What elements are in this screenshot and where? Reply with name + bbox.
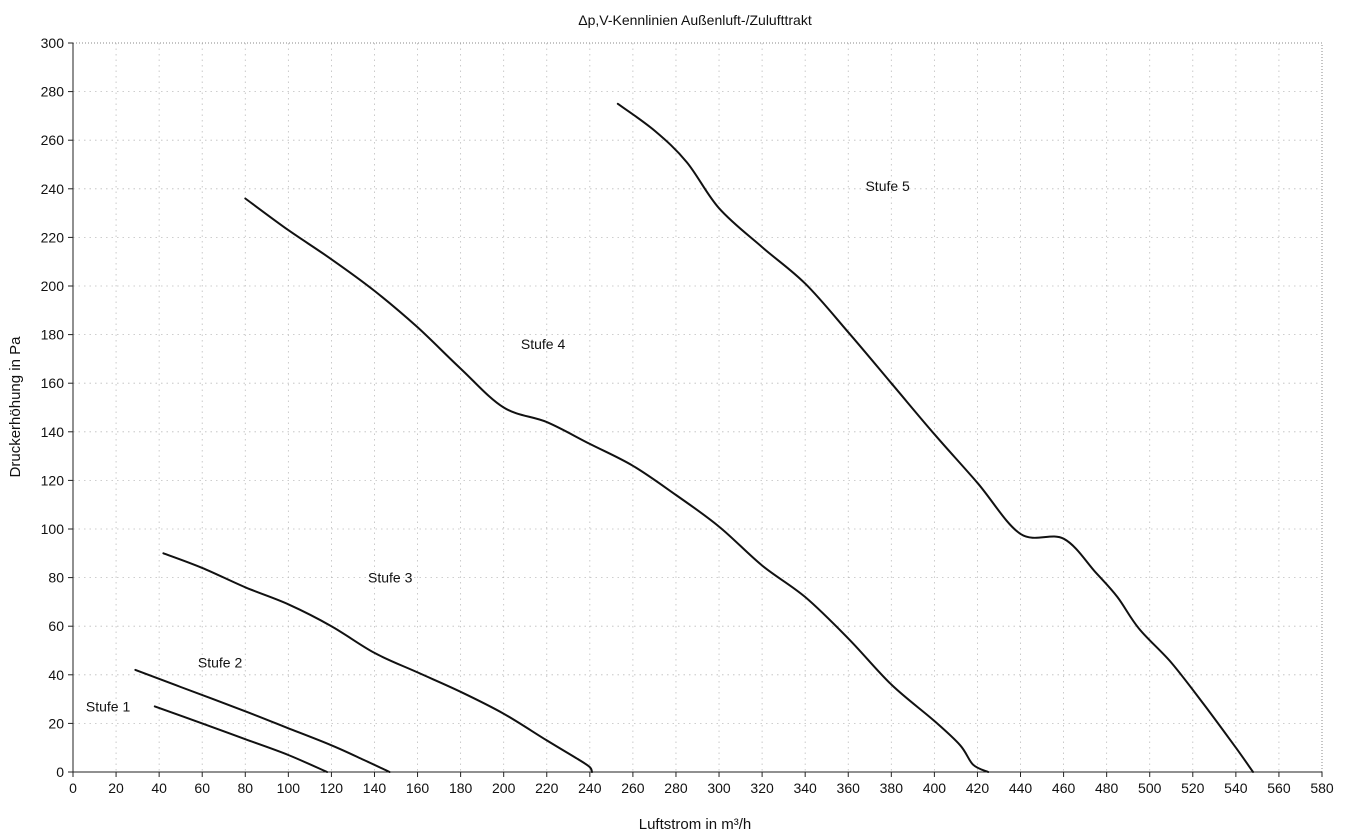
x-tick-label: 400 — [923, 780, 947, 796]
y-tick-label: 40 — [48, 667, 64, 683]
y-tick-label: 60 — [48, 618, 64, 634]
axes — [68, 42, 1323, 777]
x-tick-label: 140 — [363, 780, 387, 796]
series-line-stufe-4 — [244, 197, 990, 773]
y-tick-label: 300 — [41, 35, 65, 51]
x-tick-label: 180 — [449, 780, 473, 796]
y-tick-label: 240 — [41, 181, 65, 197]
x-tick-label: 80 — [237, 780, 253, 796]
series-line-stufe-2 — [134, 668, 391, 773]
series-label-stufe-4: Stufe 4 — [521, 336, 566, 352]
y-tick-label: 0 — [56, 764, 64, 780]
series-line-stufe-3 — [162, 552, 593, 773]
y-tick-label: 200 — [41, 278, 65, 294]
x-axis-title: Luftstrom in m³/h — [639, 816, 752, 833]
x-tick-label: 300 — [707, 780, 731, 796]
series-label-stufe-1: Stufe 1 — [86, 698, 131, 714]
x-tick-label: 100 — [277, 780, 301, 796]
y-tick-label: 280 — [41, 84, 65, 100]
x-tick-label: 280 — [664, 780, 688, 796]
chart-title: Δp,V-Kennlinien Außenluft-/Zulufttrakt — [578, 12, 812, 28]
x-tick-label: 60 — [194, 780, 210, 796]
y-tick-labels: 0 20 40 60 80 100 120 140 160 180 200 220 240 260 280 3… — [41, 35, 65, 780]
plot-frame — [72, 42, 1323, 773]
x-tick-label: 200 — [492, 780, 516, 796]
x-tick-label: 380 — [880, 780, 904, 796]
y-tick-label: 260 — [41, 132, 65, 148]
y-tick-label: 80 — [48, 570, 64, 586]
series-label-stufe-3: Stufe 3 — [368, 569, 413, 585]
x-tick-label: 580 — [1310, 780, 1334, 796]
x-tick-label: 160 — [406, 780, 430, 796]
series-line-stufe-5 — [616, 102, 1255, 773]
x-tick-labels: 0 20 40 60 80 100 120 140 160 180 200 220 240 260 280 3… — [69, 780, 1334, 796]
x-tick-label: 360 — [837, 780, 861, 796]
x-tick-label: 420 — [966, 780, 990, 796]
series-labels: Stufe 1 Stufe 2 Stufe 3 Stufe 4 Stufe 5 — [86, 178, 910, 714]
y-tick-label: 160 — [41, 375, 65, 391]
x-tick-label: 240 — [578, 780, 602, 796]
y-axis-title: Druckerhöhung in Pa — [7, 336, 24, 478]
x-tick-label: 560 — [1267, 780, 1291, 796]
x-tick-label: 260 — [621, 780, 645, 796]
x-tick-label: 520 — [1181, 780, 1205, 796]
x-tick-label: 340 — [793, 780, 817, 796]
y-tick-label: 140 — [41, 424, 65, 440]
x-tick-label: 440 — [1009, 780, 1033, 796]
x-tick-label: 480 — [1095, 780, 1119, 796]
x-tick-label: 120 — [320, 780, 344, 796]
y-tick-label: 100 — [41, 521, 65, 537]
series-label-stufe-5: Stufe 5 — [865, 178, 910, 194]
x-tick-label: 0 — [69, 780, 77, 796]
x-tick-label: 220 — [535, 780, 559, 796]
x-tick-label: 540 — [1224, 780, 1248, 796]
y-tick-label: 20 — [48, 715, 64, 731]
x-tick-label: 320 — [750, 780, 774, 796]
series-line-stufe-1 — [153, 705, 329, 773]
x-tick-label: 460 — [1052, 780, 1076, 796]
series-label-stufe-2: Stufe 2 — [198, 655, 243, 671]
series-group — [134, 102, 1255, 773]
grid — [73, 43, 1322, 772]
x-tick-label: 40 — [151, 780, 167, 796]
y-tick-label: 120 — [41, 472, 65, 488]
x-tick-label: 500 — [1138, 780, 1162, 796]
x-tick-label: 20 — [108, 780, 124, 796]
y-tick-label: 220 — [41, 229, 65, 245]
y-tick-label: 180 — [41, 327, 65, 343]
